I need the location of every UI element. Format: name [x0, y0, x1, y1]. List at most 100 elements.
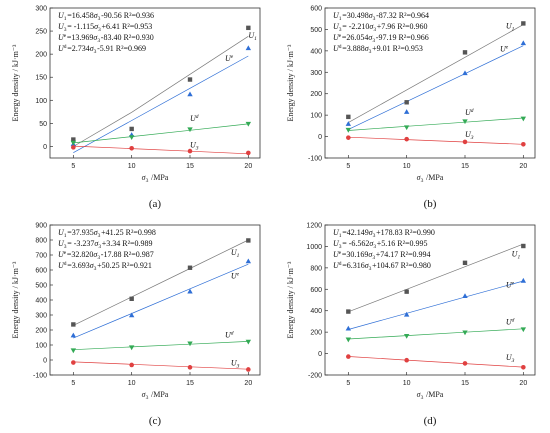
- data-point-u1: [187, 265, 193, 270]
- y-tick-label: 500: [35, 283, 47, 290]
- chart-c: -100 0 100 200 300 400 500 600 700 800 900 5 10 15 20 σ…: [11, 223, 261, 427]
- series-label-u1: U1: [512, 250, 521, 261]
- series-label-ud: Ud: [225, 331, 234, 340]
- fit-equation: Ue =30.169σ3 +74.17 R²=0.994: [333, 250, 431, 261]
- fit-equation: Ue =32.820σ3 -17.88 R²=0.987: [58, 250, 154, 261]
- y-tick-label: 300: [35, 313, 47, 320]
- fit-equation: U1 =37.935σ3 +41.25 R²=0.998: [58, 228, 156, 239]
- fit-line-ud: [348, 328, 524, 340]
- x-tick-label: 15: [186, 163, 194, 170]
- x-tick-label: 10: [403, 380, 411, 387]
- data-point-u1: [71, 322, 76, 327]
- fit-line-ue: [73, 55, 249, 154]
- fit-equation: U3 = -1.115σ3 +6.41 R²=0.953: [58, 22, 152, 33]
- x-axis-label: σ3 /MPa: [142, 390, 169, 401]
- data-point-ud: [70, 348, 77, 354]
- data-point-ud: [403, 125, 410, 131]
- x-tick-label: 10: [128, 380, 136, 387]
- data-point-u3: [246, 150, 251, 156]
- plot-frame: [324, 7, 536, 159]
- fit-equation: Ud =6.316σ3 +104.67 R²=0.980: [333, 261, 431, 272]
- y-tick-label: 100: [310, 113, 322, 120]
- data-point-u1: [404, 289, 409, 294]
- data-point-u3: [129, 146, 134, 151]
- fit-line-u1: [348, 24, 524, 123]
- x-tick-label: 5: [71, 163, 75, 170]
- data-point-ud: [128, 345, 135, 351]
- data-point-ue: [462, 293, 468, 299]
- fit-equation: U1 =42.149σ3 +178.83 R²=0.990: [333, 228, 435, 239]
- fit-equation: Ue =26.054σ3 -97.19 R²=0.966: [333, 33, 429, 44]
- fit-equation: U3 = -2.210σ3 +7.96 R²=0.960: [333, 22, 428, 33]
- data-point-ue: [345, 121, 352, 126]
- fit-line-ud: [73, 341, 249, 351]
- fit-line-u1: [73, 239, 249, 326]
- data-point-ue: [245, 258, 252, 264]
- data-point-u1: [129, 296, 134, 301]
- data-point-u1: [71, 137, 76, 142]
- fit-equation: Ue =13.969σ3 -83.40 R²=0.930: [58, 33, 154, 44]
- series-label-u3: U3: [506, 353, 515, 364]
- data-point-u3: [404, 357, 409, 363]
- x-tick-label: 10: [128, 163, 136, 170]
- y-tick-label: 200: [35, 328, 47, 335]
- y-axis-label: Energy density / kJ·m⁻³: [11, 261, 20, 339]
- y-tick-label: 150: [35, 75, 47, 82]
- data-point-ue: [345, 325, 352, 331]
- series-label-u3: U3: [465, 130, 474, 141]
- y-tick-label: 300: [35, 6, 47, 13]
- chart-a: 0 50 100 150 200 250 300 5 10 15 20 σ3 /MPa Energy d…: [11, 6, 261, 210]
- x-tick-label: 20: [244, 163, 252, 170]
- series-label-u1: U1: [231, 248, 240, 259]
- data-point-ud: [520, 116, 527, 122]
- data-point-ud: [520, 327, 527, 333]
- x-tick-label: 20: [519, 380, 527, 387]
- chart-panel-a: 0 50 100 150 200 250 300 5 10 15 20 σ3 /MPa Energy d…: [0, 0, 275, 216]
- data-point-u1: [462, 50, 468, 55]
- fit-equation: U3 = -6.562σ3 +5.16 R²=0.995: [333, 239, 428, 250]
- data-point-u1: [521, 243, 526, 249]
- y-tick-label: 200: [310, 330, 322, 337]
- y-tick-label: 100: [35, 343, 47, 350]
- fit-equation: Ud =2.734σ3 -5.91 R²=0.969: [58, 44, 146, 55]
- x-axis-label: σ3 /MPa: [142, 173, 169, 184]
- fit-line-u3: [348, 136, 524, 145]
- x-tick-label: 15: [461, 380, 469, 387]
- data-point-ud: [128, 135, 135, 141]
- series-label-ud: Ud: [465, 108, 474, 117]
- data-point-ue: [403, 109, 410, 114]
- chart-panel-b: -100 0 100 200 300 400 500 600 5 10 15 20 σ3 /MPa Ene…: [275, 0, 550, 216]
- fit-line-u3: [73, 361, 249, 370]
- y-tick-label: 300: [310, 70, 322, 77]
- panel-label: (a): [149, 198, 162, 210]
- data-point-u3: [521, 364, 526, 370]
- fit-line-ue: [348, 45, 524, 130]
- chart-d: -200 0 200 400 600 800 1000 1200 5 10 15 20 σ3 /MPa E…: [286, 223, 536, 427]
- data-point-u3: [187, 148, 193, 154]
- panel-label: (d): [424, 415, 437, 427]
- series-label-ud: Ud: [190, 114, 199, 123]
- y-tick-label: 200: [35, 52, 47, 59]
- data-point-u3: [187, 365, 193, 370]
- y-tick-label: 700: [35, 253, 47, 260]
- data-point-ud: [245, 121, 252, 127]
- series-label-u1: U1: [506, 21, 515, 32]
- y-tick-label: 400: [35, 298, 47, 305]
- y-tick-label: 1000: [306, 244, 322, 251]
- data-point-ud: [70, 140, 77, 146]
- fit-equation: Ud =3.888σ3 +9.01 R²=0.953: [333, 44, 423, 55]
- data-point-ue: [520, 40, 527, 46]
- data-point-ud: [245, 339, 252, 345]
- data-point-ue: [462, 70, 468, 76]
- series-label-ud: Ud: [506, 318, 515, 327]
- y-tick-label: -100: [33, 373, 47, 380]
- y-tick-label: 800: [35, 238, 47, 245]
- data-point-ud: [345, 337, 352, 343]
- data-point-u1: [462, 260, 468, 266]
- data-point-ud: [187, 341, 193, 347]
- x-tick-label: 5: [346, 380, 350, 387]
- x-tick-label: 5: [71, 380, 75, 387]
- data-point-u1: [187, 77, 193, 82]
- series-label-ue: Ue: [506, 281, 515, 290]
